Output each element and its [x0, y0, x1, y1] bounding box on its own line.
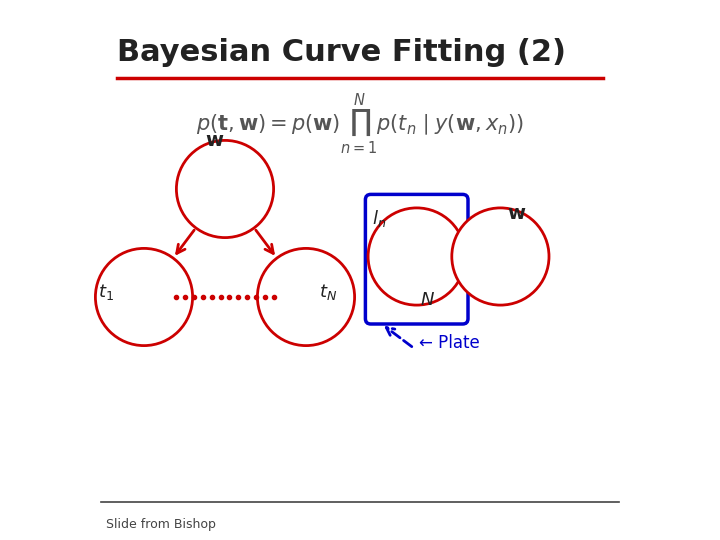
Text: $l_n$: $l_n$: [372, 208, 386, 229]
Text: $t_N$: $t_N$: [318, 282, 337, 302]
Text: $\mathbf{w}$: $\mathbf{w}$: [507, 204, 526, 222]
Circle shape: [368, 208, 465, 305]
Circle shape: [176, 140, 274, 238]
Text: $N$: $N$: [420, 291, 435, 309]
Circle shape: [258, 248, 355, 346]
Circle shape: [452, 208, 549, 305]
Text: $t_1$: $t_1$: [98, 282, 114, 302]
Text: Bayesian Curve Fitting (2): Bayesian Curve Fitting (2): [117, 38, 566, 67]
Text: Slide from Bishop: Slide from Bishop: [107, 518, 216, 531]
Text: $\mathbf{w}$: $\mathbf{w}$: [204, 131, 224, 150]
Text: ← Plate: ← Plate: [419, 334, 480, 352]
Circle shape: [95, 248, 193, 346]
FancyBboxPatch shape: [365, 194, 468, 324]
Text: $p(\mathbf{t}, \mathbf{w}) = p(\mathbf{w}) \prod_{n=1}^{N} p(t_n\mid y(\mathbf{w: $p(\mathbf{t}, \mathbf{w}) = p(\mathbf{w…: [196, 92, 524, 156]
